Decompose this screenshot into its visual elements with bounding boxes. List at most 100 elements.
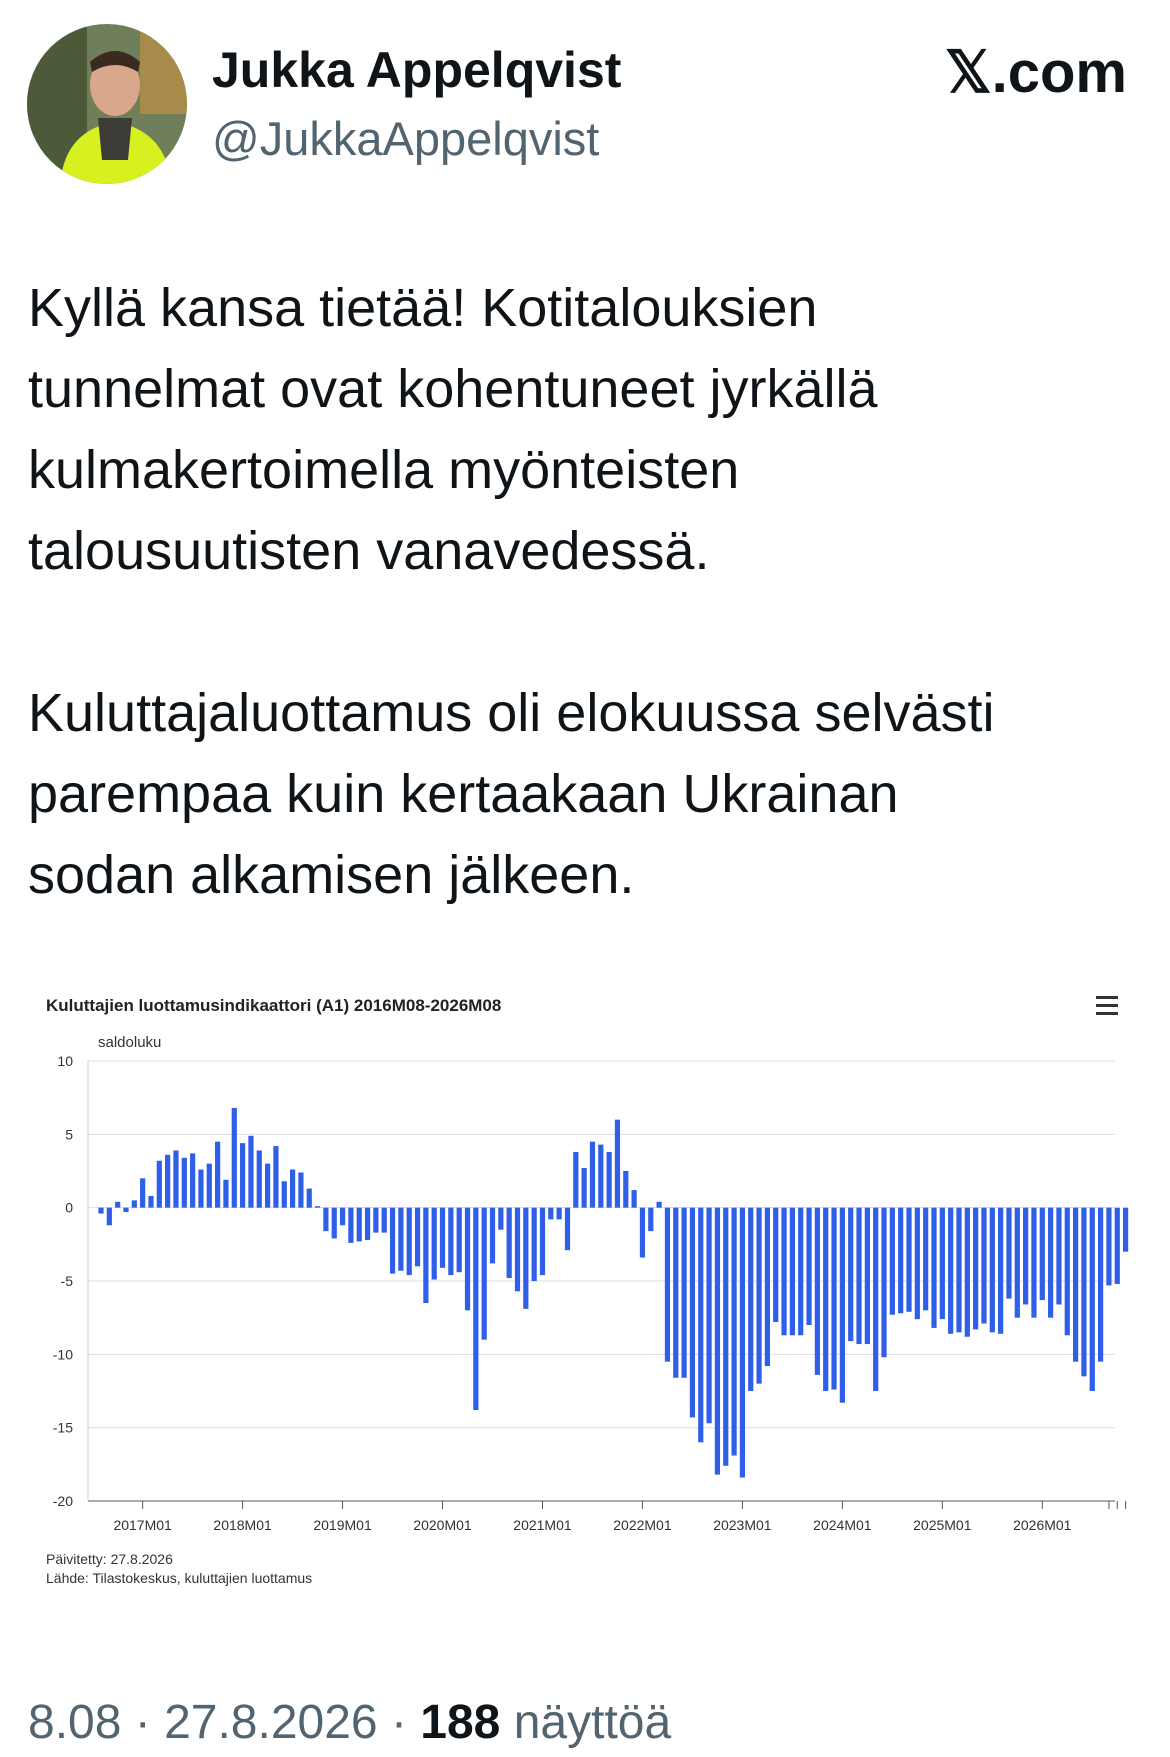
bar	[956, 1207, 962, 1333]
bar	[289, 1169, 296, 1208]
bar	[1114, 1207, 1120, 1284]
bar	[448, 1207, 454, 1276]
bar	[206, 1163, 212, 1208]
bar	[581, 1168, 587, 1208]
bar	[923, 1207, 929, 1311]
author-name[interactable]: Jukka Appelqvist	[212, 42, 622, 98]
x-tick-label: 2019M01	[313, 1517, 372, 1533]
y-tick-label: 5	[65, 1126, 73, 1142]
bar	[523, 1207, 529, 1309]
bar	[473, 1207, 479, 1411]
bar	[989, 1207, 995, 1333]
tweet-line: parempaa kuin kertaakaan Ukrainan	[28, 764, 899, 824]
bar	[898, 1207, 904, 1314]
bar	[115, 1201, 121, 1208]
bar	[723, 1207, 729, 1466]
bar	[914, 1207, 920, 1320]
bar	[981, 1207, 987, 1324]
bar	[181, 1157, 187, 1208]
x-tick-label: 2025M01	[913, 1517, 972, 1533]
y-tick-label: 10	[57, 1053, 73, 1069]
bar	[906, 1207, 912, 1312]
bar	[664, 1207, 671, 1362]
avatar[interactable]	[27, 24, 190, 184]
bar	[573, 1151, 579, 1208]
author-handle[interactable]: @JukkaAppelqvist	[212, 112, 599, 165]
bar	[314, 1206, 321, 1208]
menu-icon[interactable]	[1096, 1012, 1118, 1015]
y-tick-label: -20	[53, 1493, 73, 1509]
bar	[1006, 1207, 1012, 1299]
bar	[598, 1144, 604, 1208]
bar	[323, 1207, 329, 1232]
bar	[773, 1207, 779, 1323]
bar	[481, 1207, 487, 1340]
bar	[781, 1207, 787, 1336]
bar	[364, 1207, 371, 1240]
bar	[439, 1207, 446, 1268]
bar	[948, 1207, 954, 1334]
bar	[273, 1146, 279, 1208]
bar	[564, 1207, 571, 1251]
bar	[756, 1207, 762, 1384]
bar	[231, 1107, 237, 1208]
x-tick-label: 2021M01	[513, 1517, 572, 1533]
bar	[165, 1154, 171, 1208]
bar	[1048, 1207, 1054, 1318]
bar	[514, 1207, 521, 1292]
y-tick-label: -5	[61, 1273, 74, 1289]
bar	[539, 1207, 546, 1276]
bar	[864, 1207, 870, 1345]
bar	[748, 1207, 754, 1391]
menu-icon[interactable]	[1096, 1004, 1118, 1007]
bar	[856, 1207, 862, 1345]
bar	[1122, 1207, 1129, 1252]
bar	[431, 1207, 437, 1280]
y-tick-label: -10	[53, 1346, 73, 1362]
bar	[881, 1207, 887, 1358]
bar	[614, 1119, 621, 1208]
y-tick-label: -15	[53, 1420, 73, 1436]
x-tick-label: 2022M01	[613, 1517, 672, 1533]
tweet-line: kulmakertoimella myönteisten	[28, 440, 739, 500]
bar	[639, 1207, 646, 1258]
bar	[998, 1207, 1004, 1334]
menu-icon[interactable]	[1096, 996, 1118, 999]
bar	[281, 1181, 287, 1208]
bar	[1023, 1207, 1029, 1305]
bar	[423, 1207, 429, 1303]
bar	[623, 1171, 629, 1208]
x-tick-label: 2018M01	[213, 1517, 272, 1533]
bar	[689, 1207, 696, 1418]
bar	[873, 1207, 879, 1391]
bar	[606, 1151, 612, 1208]
x-tick-label: 2026M01	[1013, 1517, 1072, 1533]
bar	[256, 1150, 262, 1208]
bar	[398, 1207, 404, 1271]
bar	[798, 1207, 804, 1336]
bar	[190, 1153, 196, 1208]
bar	[831, 1207, 837, 1390]
bar	[198, 1169, 204, 1208]
bar	[806, 1207, 812, 1325]
bar	[148, 1195, 154, 1208]
bar	[731, 1207, 737, 1456]
bar	[406, 1207, 412, 1276]
bar	[123, 1207, 129, 1213]
chart-title: Kuluttajien luottamusindikaattori (A1) 2…	[46, 996, 501, 1015]
bar	[1073, 1207, 1079, 1362]
bar	[98, 1207, 104, 1214]
bar	[589, 1141, 596, 1208]
bar	[739, 1207, 746, 1478]
y-axis-label: saldoluku	[98, 1034, 161, 1051]
bar	[556, 1207, 562, 1220]
chart-note: Lähde: Tilastokeskus, kuluttajien luotta…	[46, 1570, 312, 1586]
bar	[414, 1207, 421, 1267]
bar	[298, 1172, 304, 1208]
bar	[373, 1207, 379, 1233]
bar	[215, 1141, 221, 1208]
tweet-line: Kyllä kansa tietää! Kotitalouksien	[28, 278, 817, 338]
bar	[456, 1207, 462, 1273]
